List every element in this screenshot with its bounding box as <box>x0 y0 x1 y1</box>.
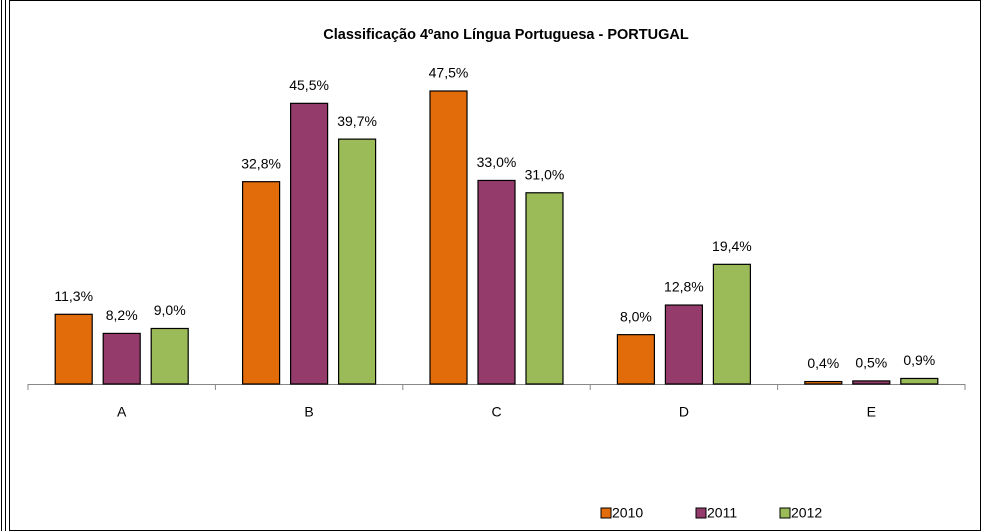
legend-swatch <box>600 507 612 519</box>
legend-label: 2010 <box>612 505 643 521</box>
x-tick-label: E <box>867 404 876 420</box>
data-label: 0,5% <box>855 355 887 371</box>
data-label: 0,4% <box>807 355 839 371</box>
data-label: 45,5% <box>289 77 329 93</box>
legend-label: 2011 <box>707 505 737 521</box>
x-tick-label: A <box>117 404 127 420</box>
bar <box>54 313 93 385</box>
bar <box>477 179 516 385</box>
data-label: 9,0% <box>154 302 186 318</box>
data-label: 39,7% <box>337 113 377 129</box>
data-label: 11,3% <box>54 288 93 304</box>
bar <box>338 138 377 385</box>
chart-title: Classificação 4ºano Língua Portuguesa - … <box>323 27 689 43</box>
legend-swatch <box>779 507 791 519</box>
data-label: 47,5% <box>429 65 469 81</box>
data-label: 12,8% <box>664 279 704 295</box>
data-label: 0,9% <box>903 352 935 368</box>
bar <box>900 377 939 385</box>
data-label: 33,0% <box>477 154 517 170</box>
data-label: 19,4% <box>712 238 752 254</box>
bar <box>525 192 564 385</box>
x-tick-label: D <box>679 404 689 420</box>
data-label: 32,8% <box>241 155 281 171</box>
data-label: 8,2% <box>106 307 138 323</box>
bar <box>712 263 752 385</box>
bar <box>290 102 329 385</box>
bar <box>242 181 281 385</box>
bar <box>664 304 704 385</box>
data-label: 8,0% <box>620 308 652 324</box>
data-label: 31,0% <box>525 166 565 182</box>
legend-label: 2012 <box>791 505 822 521</box>
bar <box>616 334 656 385</box>
x-tick-label: C <box>491 404 501 420</box>
legend-swatch <box>695 507 707 519</box>
bar <box>804 380 843 385</box>
bar <box>429 90 468 385</box>
bar <box>852 380 891 385</box>
x-tick-label: B <box>304 404 313 420</box>
bar <box>150 327 189 385</box>
bar <box>102 332 141 385</box>
